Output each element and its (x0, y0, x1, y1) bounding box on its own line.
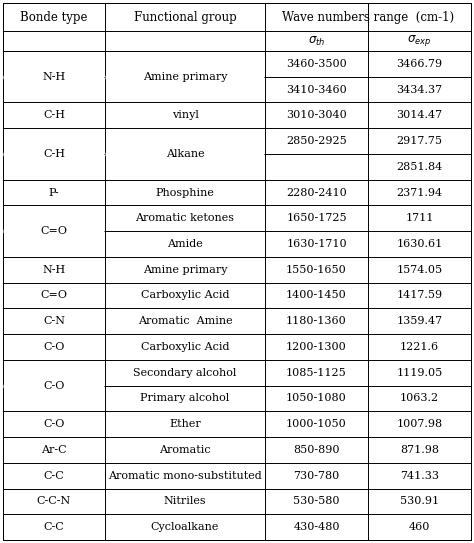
Text: 1221.6: 1221.6 (400, 342, 439, 352)
Text: 2850-2925: 2850-2925 (286, 136, 347, 146)
Text: 1085-1125: 1085-1125 (286, 368, 347, 378)
Text: 3014.47: 3014.47 (396, 110, 443, 121)
Text: 2280-2410: 2280-2410 (286, 187, 347, 198)
Text: Wave numbers range  (cm-1): Wave numbers range (cm-1) (282, 10, 454, 23)
Text: 1574.05: 1574.05 (396, 265, 443, 275)
Text: Primary alcohol: Primary alcohol (140, 394, 229, 403)
Text: Aromatic mono-substituted: Aromatic mono-substituted (108, 471, 262, 481)
Text: Phosphine: Phosphine (155, 187, 214, 198)
Text: 1417.59: 1417.59 (396, 291, 443, 300)
Text: 3434.37: 3434.37 (396, 85, 443, 94)
Text: 1063.2: 1063.2 (400, 394, 439, 403)
Text: Amine primary: Amine primary (143, 72, 227, 82)
Text: 1711: 1711 (405, 213, 434, 223)
Text: C-O: C-O (43, 419, 64, 429)
Text: Alkane: Alkane (166, 149, 204, 159)
Text: C-H: C-H (43, 149, 65, 159)
Text: 430-480: 430-480 (293, 522, 340, 532)
Text: Secondary alcohol: Secondary alcohol (133, 368, 237, 378)
Text: C=O: C=O (40, 291, 67, 300)
Text: 1007.98: 1007.98 (396, 419, 443, 429)
Text: C=O: C=O (40, 226, 67, 236)
Text: N-H: N-H (42, 72, 65, 82)
Text: Bonde type: Bonde type (20, 10, 88, 23)
Text: C-O: C-O (43, 381, 64, 390)
Text: C-C: C-C (44, 522, 64, 532)
Text: 3410-3460: 3410-3460 (286, 85, 347, 94)
Text: 530.91: 530.91 (400, 496, 439, 507)
Text: C-C: C-C (44, 471, 64, 481)
Text: 1630-1710: 1630-1710 (286, 239, 347, 249)
Text: 2917.75: 2917.75 (396, 136, 443, 146)
Text: 1650-1725: 1650-1725 (286, 213, 347, 223)
Text: Aromatic ketones: Aromatic ketones (136, 213, 235, 223)
Text: Amine primary: Amine primary (143, 265, 227, 275)
Text: Ether: Ether (169, 419, 201, 429)
Text: Aromatic: Aromatic (159, 445, 211, 455)
Text: P-: P- (49, 187, 59, 198)
Text: 530-580: 530-580 (293, 496, 340, 507)
Text: 1180-1360: 1180-1360 (286, 316, 347, 326)
Text: Amide: Amide (167, 239, 203, 249)
Text: N-H: N-H (42, 265, 65, 275)
Text: 3466.79: 3466.79 (396, 59, 443, 69)
Text: Aromatic  Amine: Aromatic Amine (137, 316, 232, 326)
Text: 1050-1080: 1050-1080 (286, 394, 347, 403)
Text: 1200-1300: 1200-1300 (286, 342, 347, 352)
Text: 3010-3040: 3010-3040 (286, 110, 347, 121)
Text: 871.98: 871.98 (400, 445, 439, 455)
Text: Functional group: Functional group (134, 10, 237, 23)
Text: 1119.05: 1119.05 (396, 368, 443, 378)
Text: 850-890: 850-890 (293, 445, 340, 455)
Text: 1550-1650: 1550-1650 (286, 265, 347, 275)
Text: $\sigma_{exp}$: $\sigma_{exp}$ (407, 34, 432, 48)
Text: $\sigma_{th}$: $\sigma_{th}$ (308, 34, 325, 48)
Text: C-H: C-H (43, 110, 65, 121)
Text: 2851.84: 2851.84 (396, 162, 443, 172)
Text: 1000-1050: 1000-1050 (286, 419, 347, 429)
Text: Nitriles: Nitriles (164, 496, 206, 507)
Text: C-O: C-O (43, 342, 64, 352)
Text: Carboxylic Acid: Carboxylic Acid (141, 342, 229, 352)
Text: 460: 460 (409, 522, 430, 532)
Text: C-N: C-N (43, 316, 65, 326)
Text: 1630.61: 1630.61 (396, 239, 443, 249)
Text: 2371.94: 2371.94 (396, 187, 443, 198)
Text: 730-780: 730-780 (293, 471, 340, 481)
Text: Carboxylic Acid: Carboxylic Acid (141, 291, 229, 300)
Text: 1400-1450: 1400-1450 (286, 291, 347, 300)
Text: Cycloalkane: Cycloalkane (151, 522, 219, 532)
Text: C-C-N: C-C-N (37, 496, 71, 507)
Text: 741.33: 741.33 (400, 471, 439, 481)
Text: 1359.47: 1359.47 (396, 316, 443, 326)
Text: Ar-C: Ar-C (41, 445, 67, 455)
Text: vinyl: vinyl (172, 110, 199, 121)
Text: 3460-3500: 3460-3500 (286, 59, 347, 69)
